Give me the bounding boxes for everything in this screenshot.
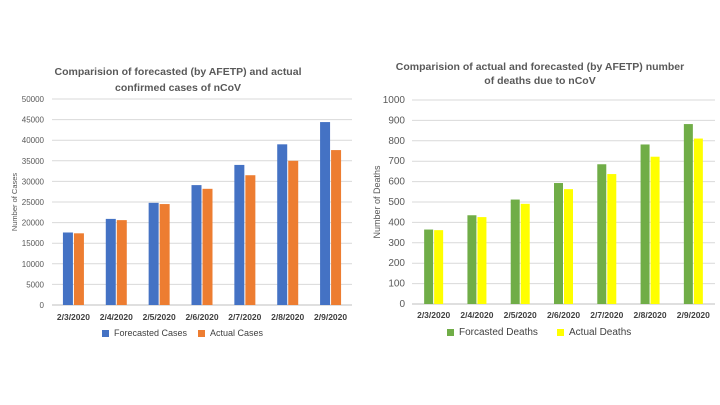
deaths-y-tick-label: 800 xyxy=(388,136,405,147)
deaths-bar-forecast xyxy=(510,199,520,304)
cases-legend-swatch xyxy=(102,330,109,337)
cases-bar-forecast xyxy=(148,202,159,305)
deaths-bar-actual xyxy=(520,203,530,304)
cases-chart-title-line: Comparision of forecasted (by AFETP) and… xyxy=(55,66,302,78)
deaths-x-tick-label: 2/5/2020 xyxy=(504,310,537,320)
cases-legend-label: Actual Cases xyxy=(210,328,264,338)
deaths-x-tick-label: 2/3/2020 xyxy=(417,310,450,320)
deaths-bar-forecast xyxy=(640,144,650,304)
cases-bar-forecast xyxy=(234,164,245,305)
deaths-y-tick-label: 700 xyxy=(388,156,405,167)
deaths-x-tick-label: 2/9/2020 xyxy=(677,310,710,320)
cases-bar-actual xyxy=(73,233,84,305)
deaths-legend-label: Forcasted Deaths xyxy=(459,327,538,338)
deaths-legend-swatch xyxy=(557,329,564,336)
cases-y-tick-label: 50000 xyxy=(22,95,45,104)
cases-bar-actual xyxy=(331,150,342,305)
cases-bar-actual xyxy=(159,204,170,305)
cases-x-tick-label: 2/6/2020 xyxy=(185,312,218,322)
cases-x-tick-label: 2/3/2020 xyxy=(57,312,90,322)
deaths-bar-actual xyxy=(650,156,660,304)
deaths-bar-forecast xyxy=(683,124,693,305)
cases-x-tick-label: 2/4/2020 xyxy=(100,312,133,322)
deaths-bar-forecast xyxy=(597,164,607,304)
deaths-x-tick-label: 2/7/2020 xyxy=(590,310,623,320)
cases-x-tick-label: 2/7/2020 xyxy=(228,312,261,322)
deaths-y-tick-label: 500 xyxy=(388,197,405,208)
deaths-x-tick-label: 2/8/2020 xyxy=(634,310,667,320)
deaths-y-tick-label: 300 xyxy=(388,238,405,249)
cases-bar-forecast xyxy=(105,218,116,305)
deaths-y-tick-label: 400 xyxy=(388,217,405,228)
deaths-bar-actual xyxy=(564,189,573,304)
cases-y-tick-label: 0 xyxy=(40,301,45,310)
cases-y-tick-label: 35000 xyxy=(22,157,45,166)
deaths-bar-forecast xyxy=(554,183,563,304)
cases-y-tick-label: 5000 xyxy=(26,280,44,289)
cases-bar-forecast xyxy=(191,185,202,305)
deaths-bar-actual xyxy=(607,174,617,304)
deaths-y-axis-label: Number of Deaths xyxy=(372,165,382,239)
deaths-y-tick-label: 600 xyxy=(388,177,405,188)
deaths-y-tick-label: 0 xyxy=(399,299,405,310)
cases-bar-actual xyxy=(202,188,213,305)
deaths-x-tick-label: 2/6/2020 xyxy=(547,310,580,320)
deaths-chart-title-line: Comparision of actual and forecasted (by… xyxy=(396,61,684,73)
deaths-y-tick-label: 1000 xyxy=(383,95,406,106)
cases-legend-swatch xyxy=(198,330,205,337)
cases-chart-title-line: confirmed cases of nCoV xyxy=(115,82,241,94)
cases-bar-actual xyxy=(116,220,127,305)
cases-y-axis-label: Number of Cases xyxy=(10,173,19,232)
deaths-bar-actual xyxy=(477,217,487,304)
deaths-bar-forecast xyxy=(424,229,434,304)
deaths-y-tick-label: 100 xyxy=(388,279,405,290)
cases-y-tick-label: 30000 xyxy=(22,177,45,186)
deaths-legend-label: Actual Deaths xyxy=(569,327,631,338)
deaths-legend-swatch xyxy=(447,329,454,336)
cases-y-tick-label: 10000 xyxy=(22,260,45,269)
deaths-bar-actual xyxy=(434,230,444,304)
deaths-chart-title-line: of deaths due to nCoV xyxy=(484,75,595,87)
cases-legend-label: Forecasted Cases xyxy=(114,328,188,338)
cases-y-tick-label: 20000 xyxy=(22,219,45,228)
deaths-bar-actual xyxy=(693,138,703,304)
cases-bar-actual xyxy=(245,175,256,305)
deaths-y-tick-label: 200 xyxy=(388,258,405,269)
cases-bar-forecast xyxy=(320,122,331,306)
deaths-bar-forecast xyxy=(467,215,477,304)
cases-x-tick-label: 2/5/2020 xyxy=(143,312,176,322)
cases-y-tick-label: 25000 xyxy=(22,198,45,207)
cases-x-tick-label: 2/9/2020 xyxy=(314,312,347,322)
cases-bar-forecast xyxy=(62,232,73,305)
cases-y-tick-label: 15000 xyxy=(22,239,45,248)
cases-bar-actual xyxy=(288,160,299,305)
cases-bar-forecast xyxy=(277,144,288,305)
cases-y-tick-label: 40000 xyxy=(22,136,45,145)
cases-x-tick-label: 2/8/2020 xyxy=(271,312,304,322)
deaths-y-tick-label: 900 xyxy=(388,115,405,126)
deaths-x-tick-label: 2/4/2020 xyxy=(460,310,493,320)
cases-y-tick-label: 45000 xyxy=(22,116,45,125)
